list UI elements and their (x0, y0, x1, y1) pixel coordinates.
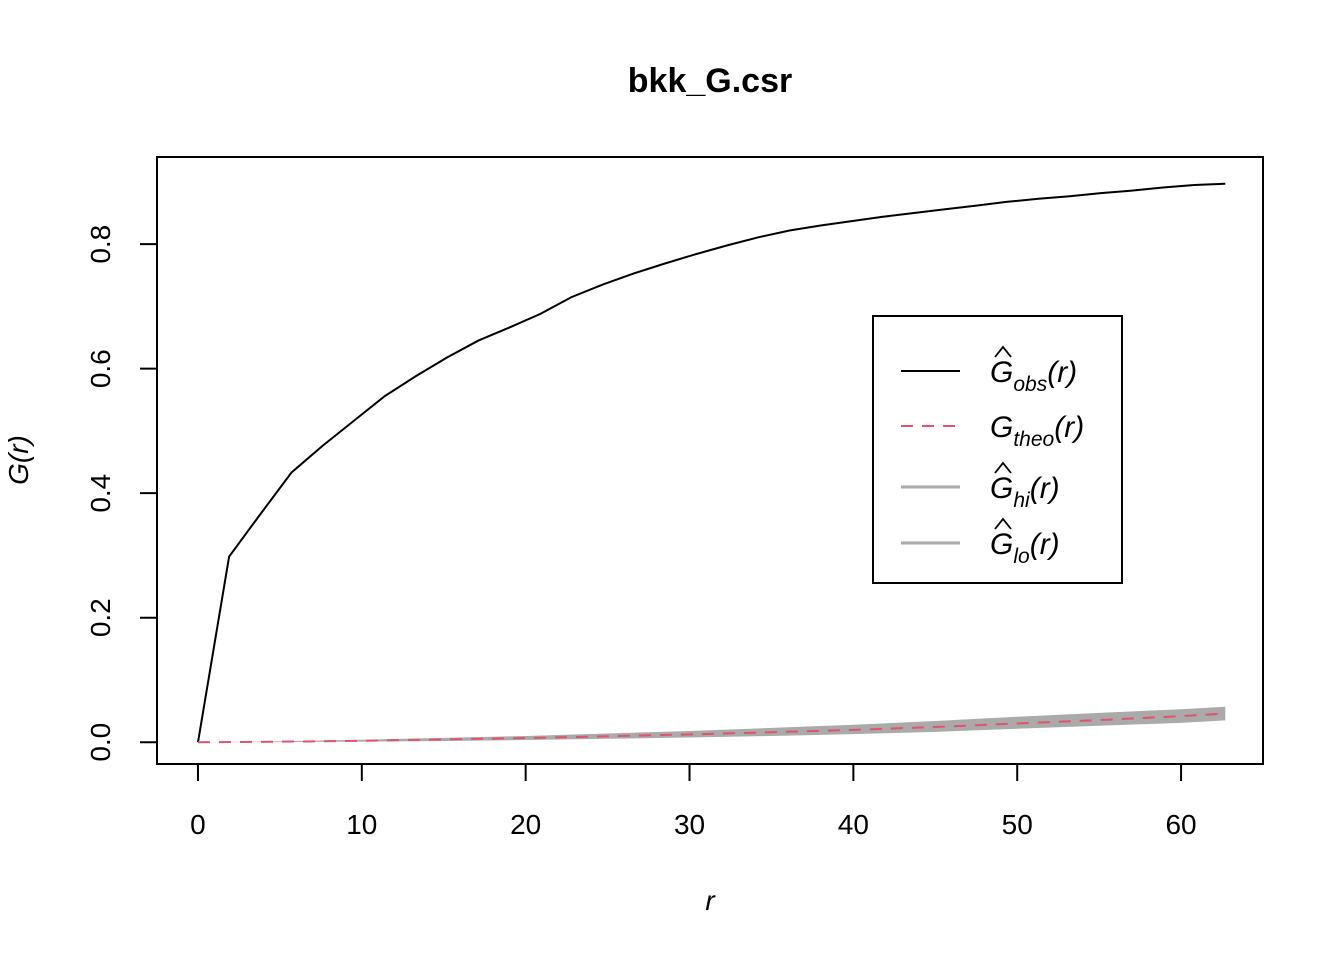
series-line-theo (197, 712, 1226, 744)
y-tick-label: 0.6 (85, 349, 116, 388)
y-tick-label: 0.2 (85, 598, 116, 637)
x-axis-title: r (705, 885, 716, 916)
chart-title: bkk_G.csr (628, 62, 792, 100)
legend-item-obs: Gobs(r) (901, 345, 1077, 396)
x-axis: 0 10 20 30 40 50 60 (190, 763, 1197, 840)
legend-label: Ghi(r) (990, 472, 1060, 512)
y-tick-label: 0.8 (85, 225, 116, 264)
hat-accent (994, 517, 1012, 530)
series-layer (197, 182, 1226, 744)
series-line-obs (197, 182, 1226, 743)
x-tick-label: 20 (510, 809, 541, 840)
x-tick-label: 0 (190, 809, 206, 840)
y-axis-title: G(r) (3, 435, 34, 485)
legend-label: Gtheo(r) (990, 411, 1084, 451)
y-tick-label: 0.0 (85, 723, 116, 762)
x-tick-label: 60 (1165, 809, 1196, 840)
y-axis: 0.0 0.2 0.4 0.6 0.8 (85, 225, 158, 762)
legend-item-hi: Ghi(r) (901, 461, 1060, 512)
legend-item-lo: Glo(r) (901, 517, 1060, 568)
legend-label: Gobs(r) (990, 356, 1077, 396)
legend-item-theo: Gtheo(r) (901, 411, 1084, 451)
hat-accent (994, 461, 1012, 474)
envelope-layer (198, 706, 1226, 743)
x-tick-label: 40 (838, 809, 869, 840)
x-tick-label: 10 (346, 809, 377, 840)
x-tick-label: 30 (674, 809, 705, 840)
y-tick-label: 0.4 (85, 474, 116, 513)
legend-label: Glo(r) (990, 528, 1060, 568)
hat-accent (994, 345, 1012, 358)
envelope-band (198, 706, 1226, 743)
x-tick-label: 50 (1002, 809, 1033, 840)
legend: Gobs(r) Gtheo(r) Ghi(r) Glo(r) (872, 315, 1123, 584)
legend-box (872, 315, 1123, 584)
